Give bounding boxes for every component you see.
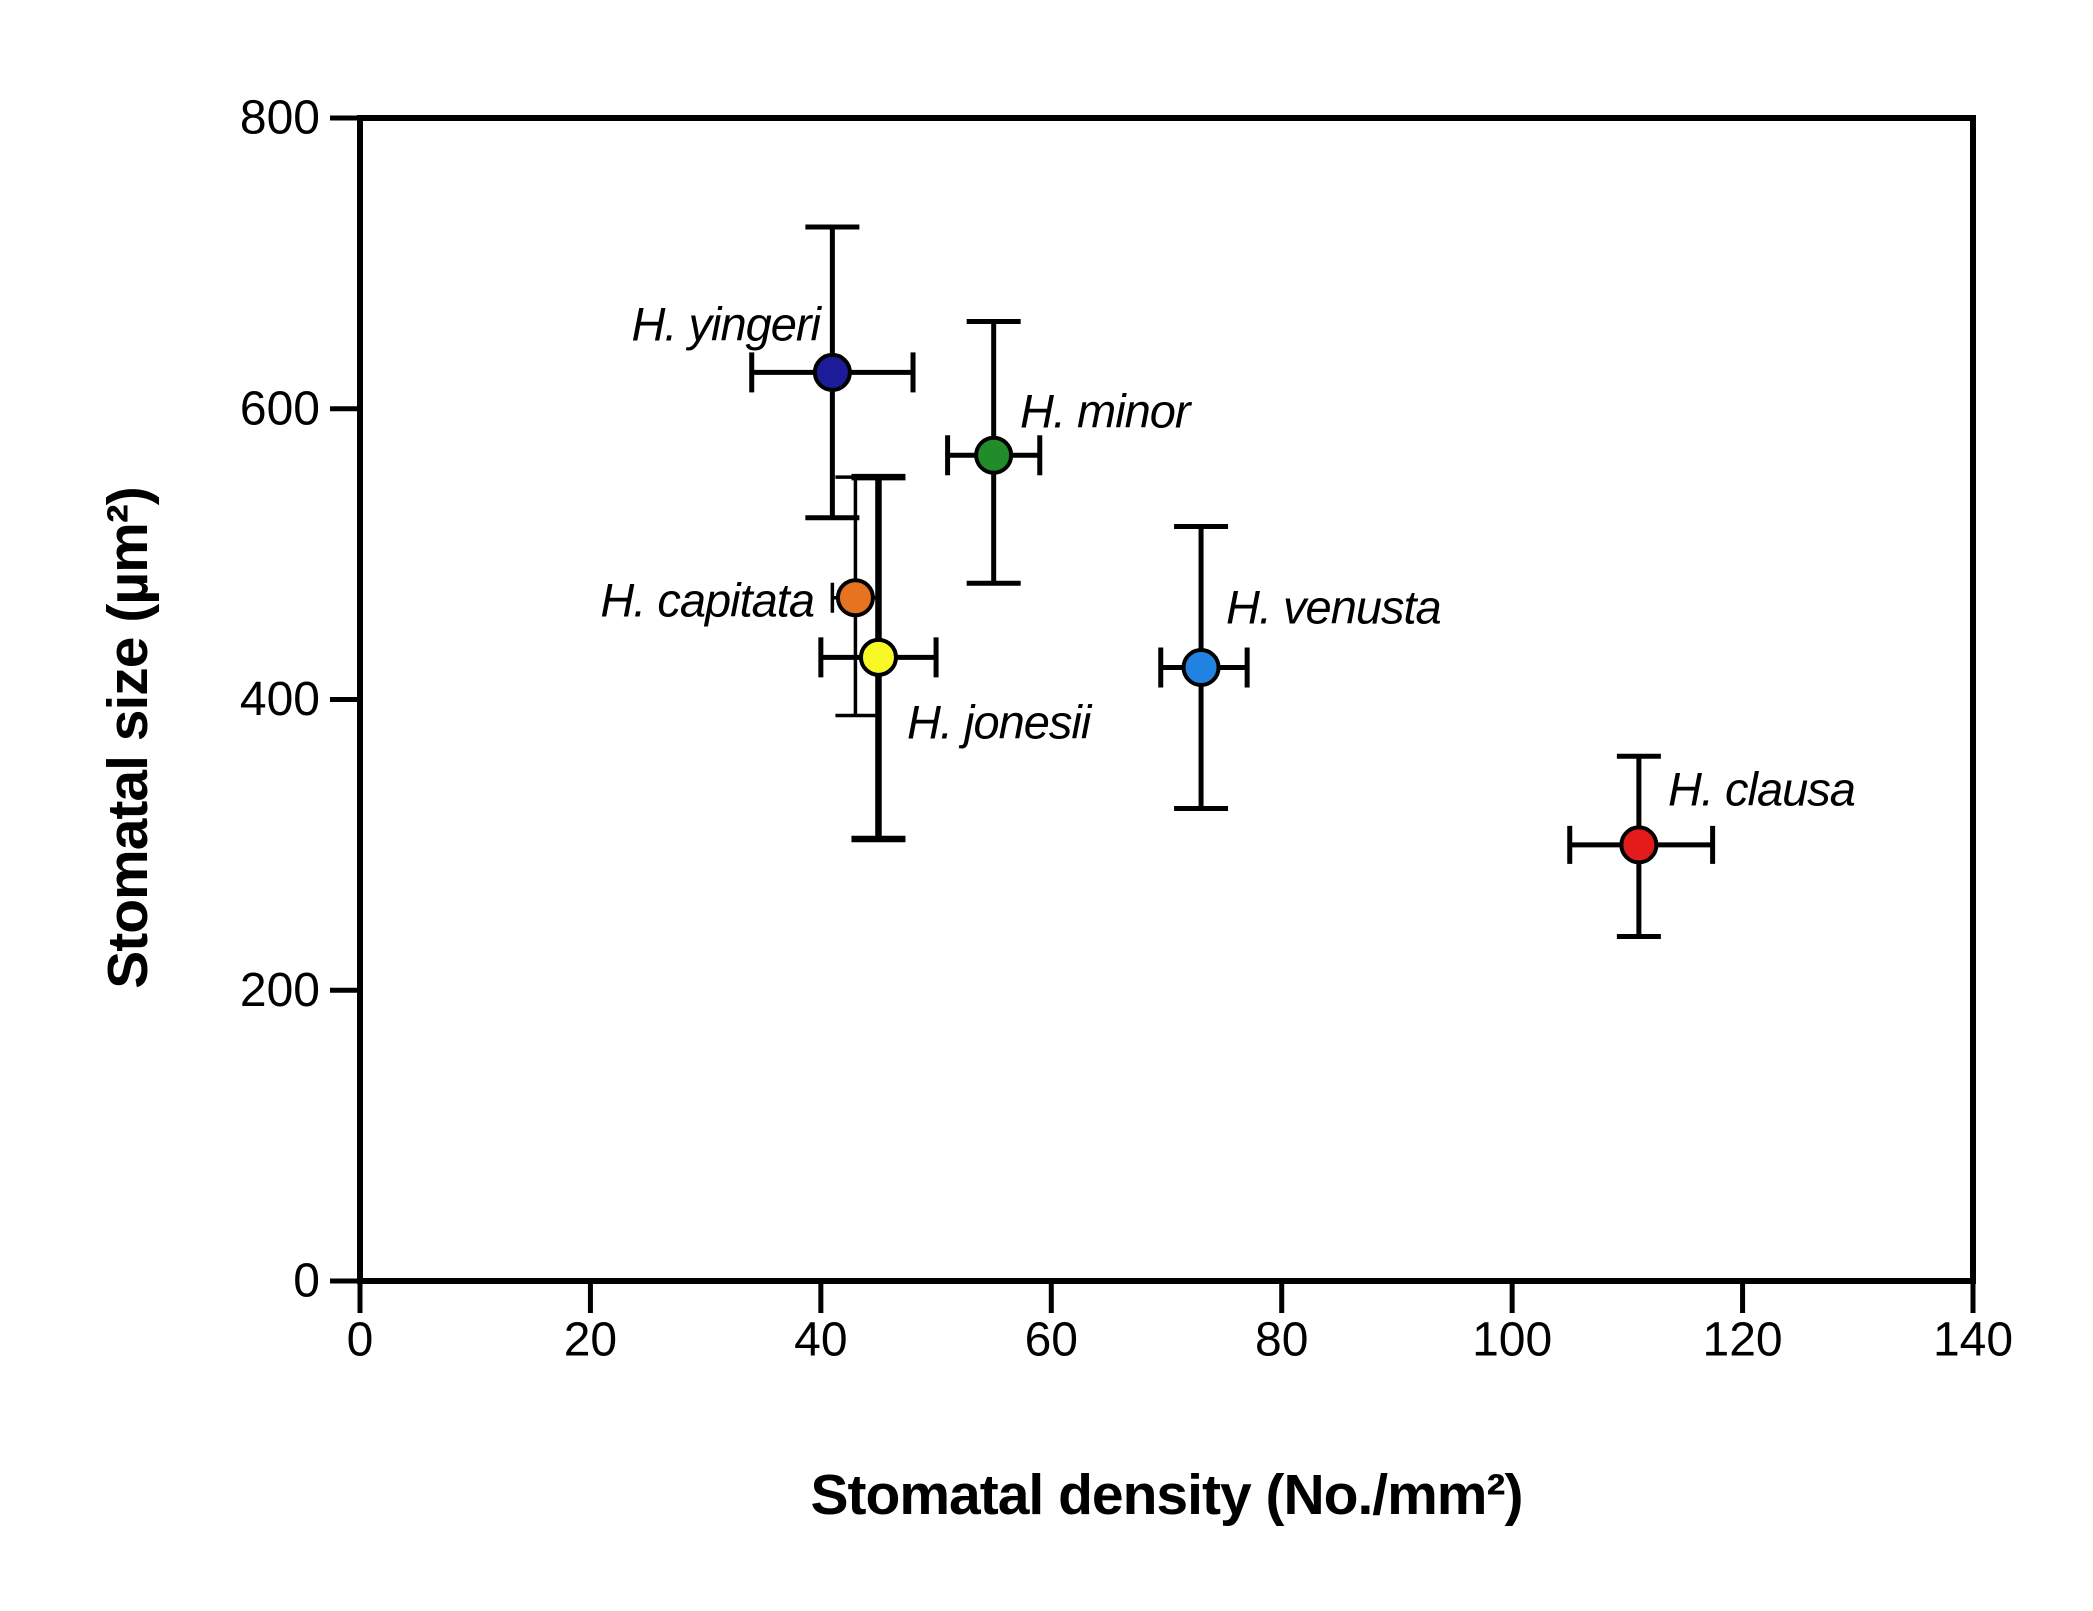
species-label-h-jonesii: H. jonesii bbox=[907, 696, 1093, 749]
y-axis-title: Stomatal size (µm²) bbox=[96, 487, 160, 989]
species-label-h-clausa: H. clausa bbox=[1668, 763, 1855, 816]
x-tick-label: 140 bbox=[1933, 1314, 2013, 1367]
x-tick-label: 20 bbox=[564, 1314, 617, 1367]
x-tick-label: 100 bbox=[1472, 1314, 1552, 1367]
species-label-h-minor: H. minor bbox=[1020, 385, 1193, 438]
x-tick-label: 80 bbox=[1255, 1314, 1308, 1367]
x-tick-label: 60 bbox=[1025, 1314, 1078, 1367]
x-tick-label: 0 bbox=[347, 1314, 374, 1367]
data-point-h-minor bbox=[974, 435, 1014, 475]
x-axis-title: Stomatal density (No./mm²) bbox=[810, 1463, 1524, 1527]
data-point-h-capitata bbox=[835, 578, 875, 618]
data-point-h-jonesii bbox=[858, 637, 898, 677]
species-label-h-yingeri: H. yingeri bbox=[631, 298, 822, 351]
data-point-h-clausa bbox=[1619, 825, 1659, 865]
y-tick-label: 800 bbox=[240, 92, 320, 145]
data-point-h-venusta bbox=[1181, 648, 1221, 688]
x-tick-label: 40 bbox=[794, 1314, 847, 1367]
x-tick-label: 120 bbox=[1703, 1314, 1783, 1367]
species-label-h-capitata: H. capitata bbox=[600, 574, 814, 627]
y-tick-label: 400 bbox=[240, 673, 320, 726]
species-label-h-venusta: H. venusta bbox=[1226, 581, 1441, 634]
data-point-h-yingeri bbox=[812, 352, 852, 392]
plot-box bbox=[357, 115, 1976, 1284]
y-tick-label: 600 bbox=[240, 382, 320, 435]
y-tick-label: 200 bbox=[240, 964, 320, 1017]
y-tick-label: 0 bbox=[293, 1255, 320, 1308]
